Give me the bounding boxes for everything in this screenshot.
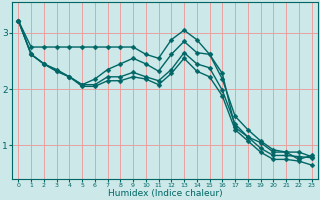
X-axis label: Humidex (Indice chaleur): Humidex (Indice chaleur) <box>108 189 222 198</box>
